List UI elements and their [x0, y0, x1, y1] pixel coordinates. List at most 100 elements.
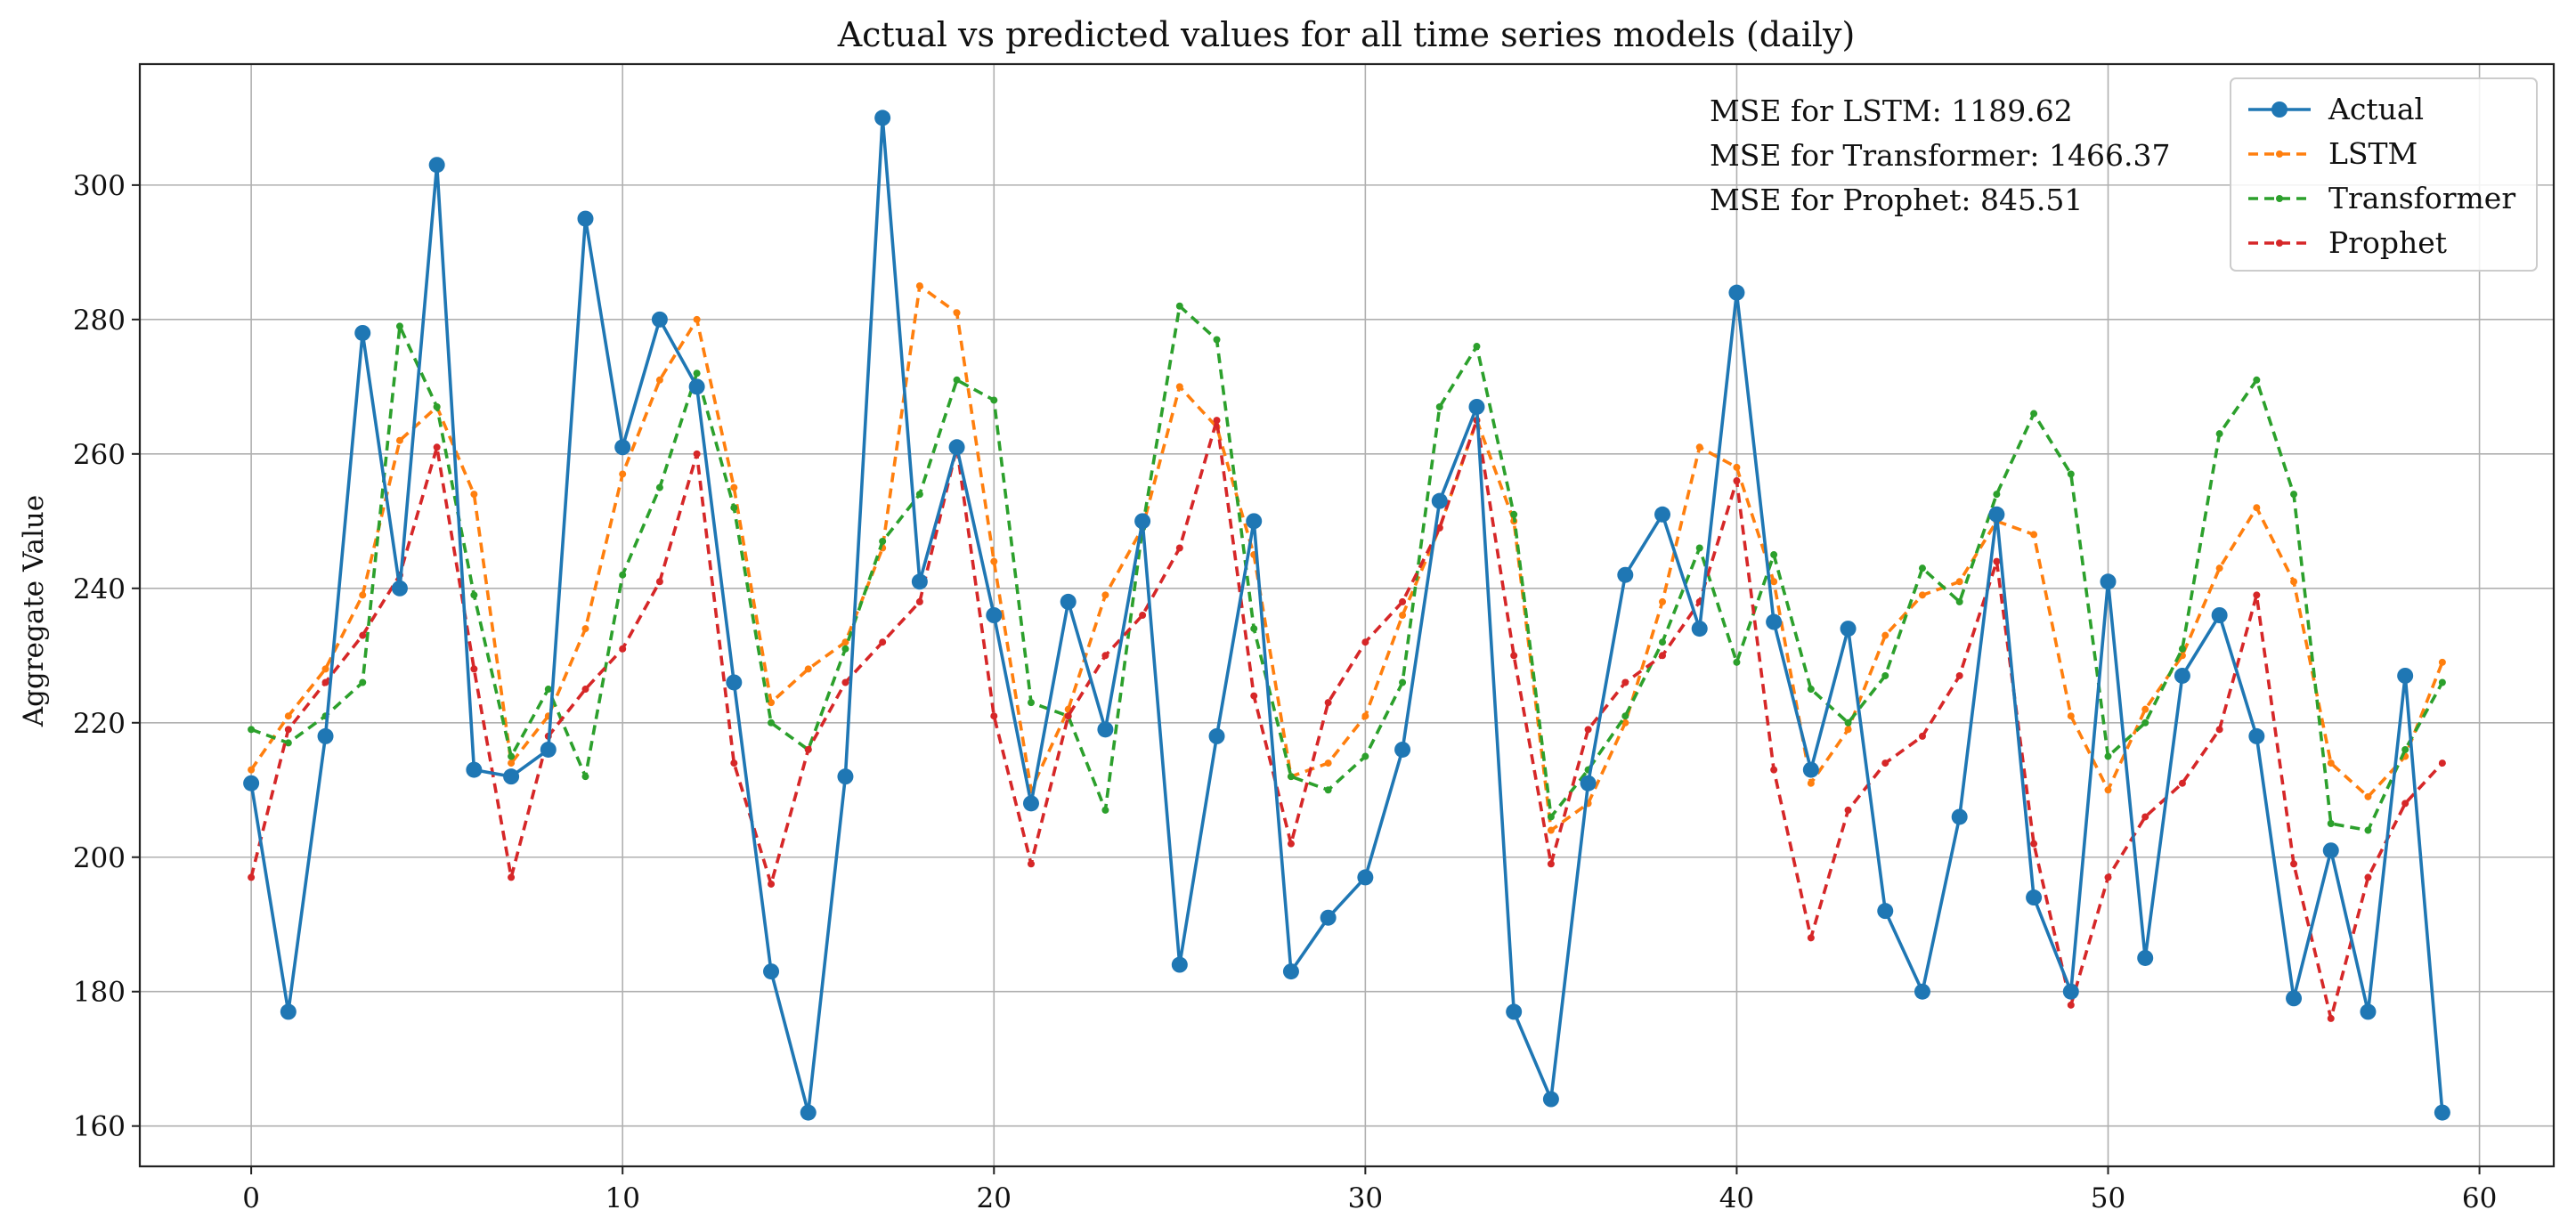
series-line-prophet [249, 418, 2444, 1020]
data-point-actual [2062, 983, 2079, 1000]
data-point-lstm [915, 282, 923, 290]
data-point-transformer [395, 322, 403, 330]
data-point-prophet [1733, 477, 1741, 485]
data-point-transformer [1844, 719, 1852, 727]
data-point-prophet [1547, 860, 1555, 868]
data-point-transformer [2290, 491, 2298, 499]
y-tick-label: 300 [73, 170, 126, 202]
data-point-actual [614, 439, 631, 456]
data-point-transformer [1324, 786, 1332, 794]
x-tick-label: 50 [2091, 1182, 2125, 1214]
data-point-prophet [2215, 726, 2223, 734]
data-point-lstm [1695, 443, 1703, 451]
data-point-prophet [1807, 934, 1815, 942]
data-point-actual [1728, 284, 1745, 301]
data-point-prophet [619, 645, 627, 653]
data-point-actual [688, 378, 705, 395]
data-point-actual [243, 775, 260, 792]
data-point-transformer [284, 739, 292, 747]
data-point-prophet [1139, 612, 1147, 619]
data-point-transformer [470, 591, 478, 599]
data-point-actual [1691, 621, 1708, 637]
data-point-prophet [1881, 759, 1889, 767]
data-point-actual [391, 580, 408, 597]
data-point-actual [837, 768, 854, 785]
data-point-actual [1468, 398, 1485, 415]
data-point-lstm [1770, 578, 1778, 586]
data-point-actual [911, 573, 928, 590]
data-point-actual [948, 439, 965, 456]
legend: Actual LSTM Transformer Prophet [2230, 77, 2538, 272]
data-point-transformer [1175, 302, 1183, 310]
data-point-transformer [1399, 678, 1407, 686]
data-point-prophet [1918, 732, 1926, 740]
data-point-transformer [1993, 491, 2001, 499]
data-point-transformer [1027, 699, 1035, 707]
data-point-lstm [1881, 631, 1889, 639]
data-point-actual [466, 761, 483, 778]
data-point-transformer [1473, 343, 1481, 351]
data-point-lstm [1659, 597, 1667, 605]
data-point-lstm [2067, 712, 2075, 720]
data-point-lstm [2438, 658, 2446, 666]
data-point-transformer [2438, 678, 2446, 686]
data-point-prophet [2253, 591, 2261, 599]
data-point-prophet [1435, 524, 1443, 532]
data-point-transformer [879, 537, 887, 545]
data-point-transformer [730, 504, 738, 512]
data-point-actual [1506, 1003, 1523, 1020]
data-point-transformer [2215, 430, 2223, 438]
data-point-prophet [1621, 678, 1629, 686]
data-point-transformer [2364, 826, 2372, 834]
data-point-transformer [1213, 336, 1221, 344]
data-point-actual [1357, 869, 1374, 886]
data-point-lstm [1399, 612, 1407, 619]
data-point-prophet [693, 450, 701, 458]
data-point-actual [2137, 949, 2154, 966]
data-point-transformer [2327, 820, 2335, 828]
data-point-prophet [508, 873, 516, 881]
data-point-lstm [1955, 578, 1963, 586]
data-point-lstm [359, 591, 367, 599]
data-point-prophet [1213, 417, 1221, 425]
data-point-actual [1617, 566, 1634, 583]
data-point-actual [800, 1104, 817, 1121]
data-point-actual [540, 741, 557, 758]
data-point-prophet [2067, 1001, 2075, 1009]
series-actual [243, 110, 2450, 1121]
data-point-prophet [841, 678, 849, 686]
y-axis-label: Aggregate Value [18, 495, 50, 727]
data-point-lstm [693, 315, 701, 323]
legend-label-prophet: Prophet [2328, 225, 2447, 260]
data-point-prophet [1250, 692, 1258, 700]
data-point-actual [1877, 903, 1894, 920]
data-point-transformer [1101, 806, 1109, 814]
data-point-actual [1320, 909, 1337, 926]
mse-annotation: MSE for Prophet: 845.51 [1710, 183, 2083, 217]
data-point-prophet [433, 443, 441, 451]
axis-ticks: 0 10 20 30 40 50 60 160 180 200 220 240 260 280 300 [73, 170, 2497, 1214]
data-point-lstm [990, 557, 998, 565]
data-point-actual [1766, 613, 1783, 630]
data-point-transformer [1881, 671, 1889, 679]
data-point-transformer [544, 686, 552, 694]
data-point-prophet [768, 880, 776, 888]
data-point-transformer [2030, 410, 2038, 418]
data-point-actual [503, 768, 520, 785]
series-layer [243, 110, 2450, 1121]
data-point-transformer [2401, 745, 2409, 753]
y-tick-label: 280 [73, 304, 126, 337]
chart-title: Actual vs predicted values for all time … [837, 15, 1856, 54]
data-point-prophet [1770, 766, 1778, 774]
data-point-actual [2434, 1104, 2450, 1121]
data-point-transformer [1250, 625, 1258, 633]
data-point-lstm [470, 491, 478, 499]
data-point-prophet [359, 631, 367, 639]
data-point-transformer [2253, 376, 2261, 384]
series-line-lstm [249, 284, 2444, 832]
data-point-transformer [1287, 773, 1295, 781]
data-point-actual [2026, 889, 2043, 906]
data-point-actual [1394, 741, 1411, 758]
